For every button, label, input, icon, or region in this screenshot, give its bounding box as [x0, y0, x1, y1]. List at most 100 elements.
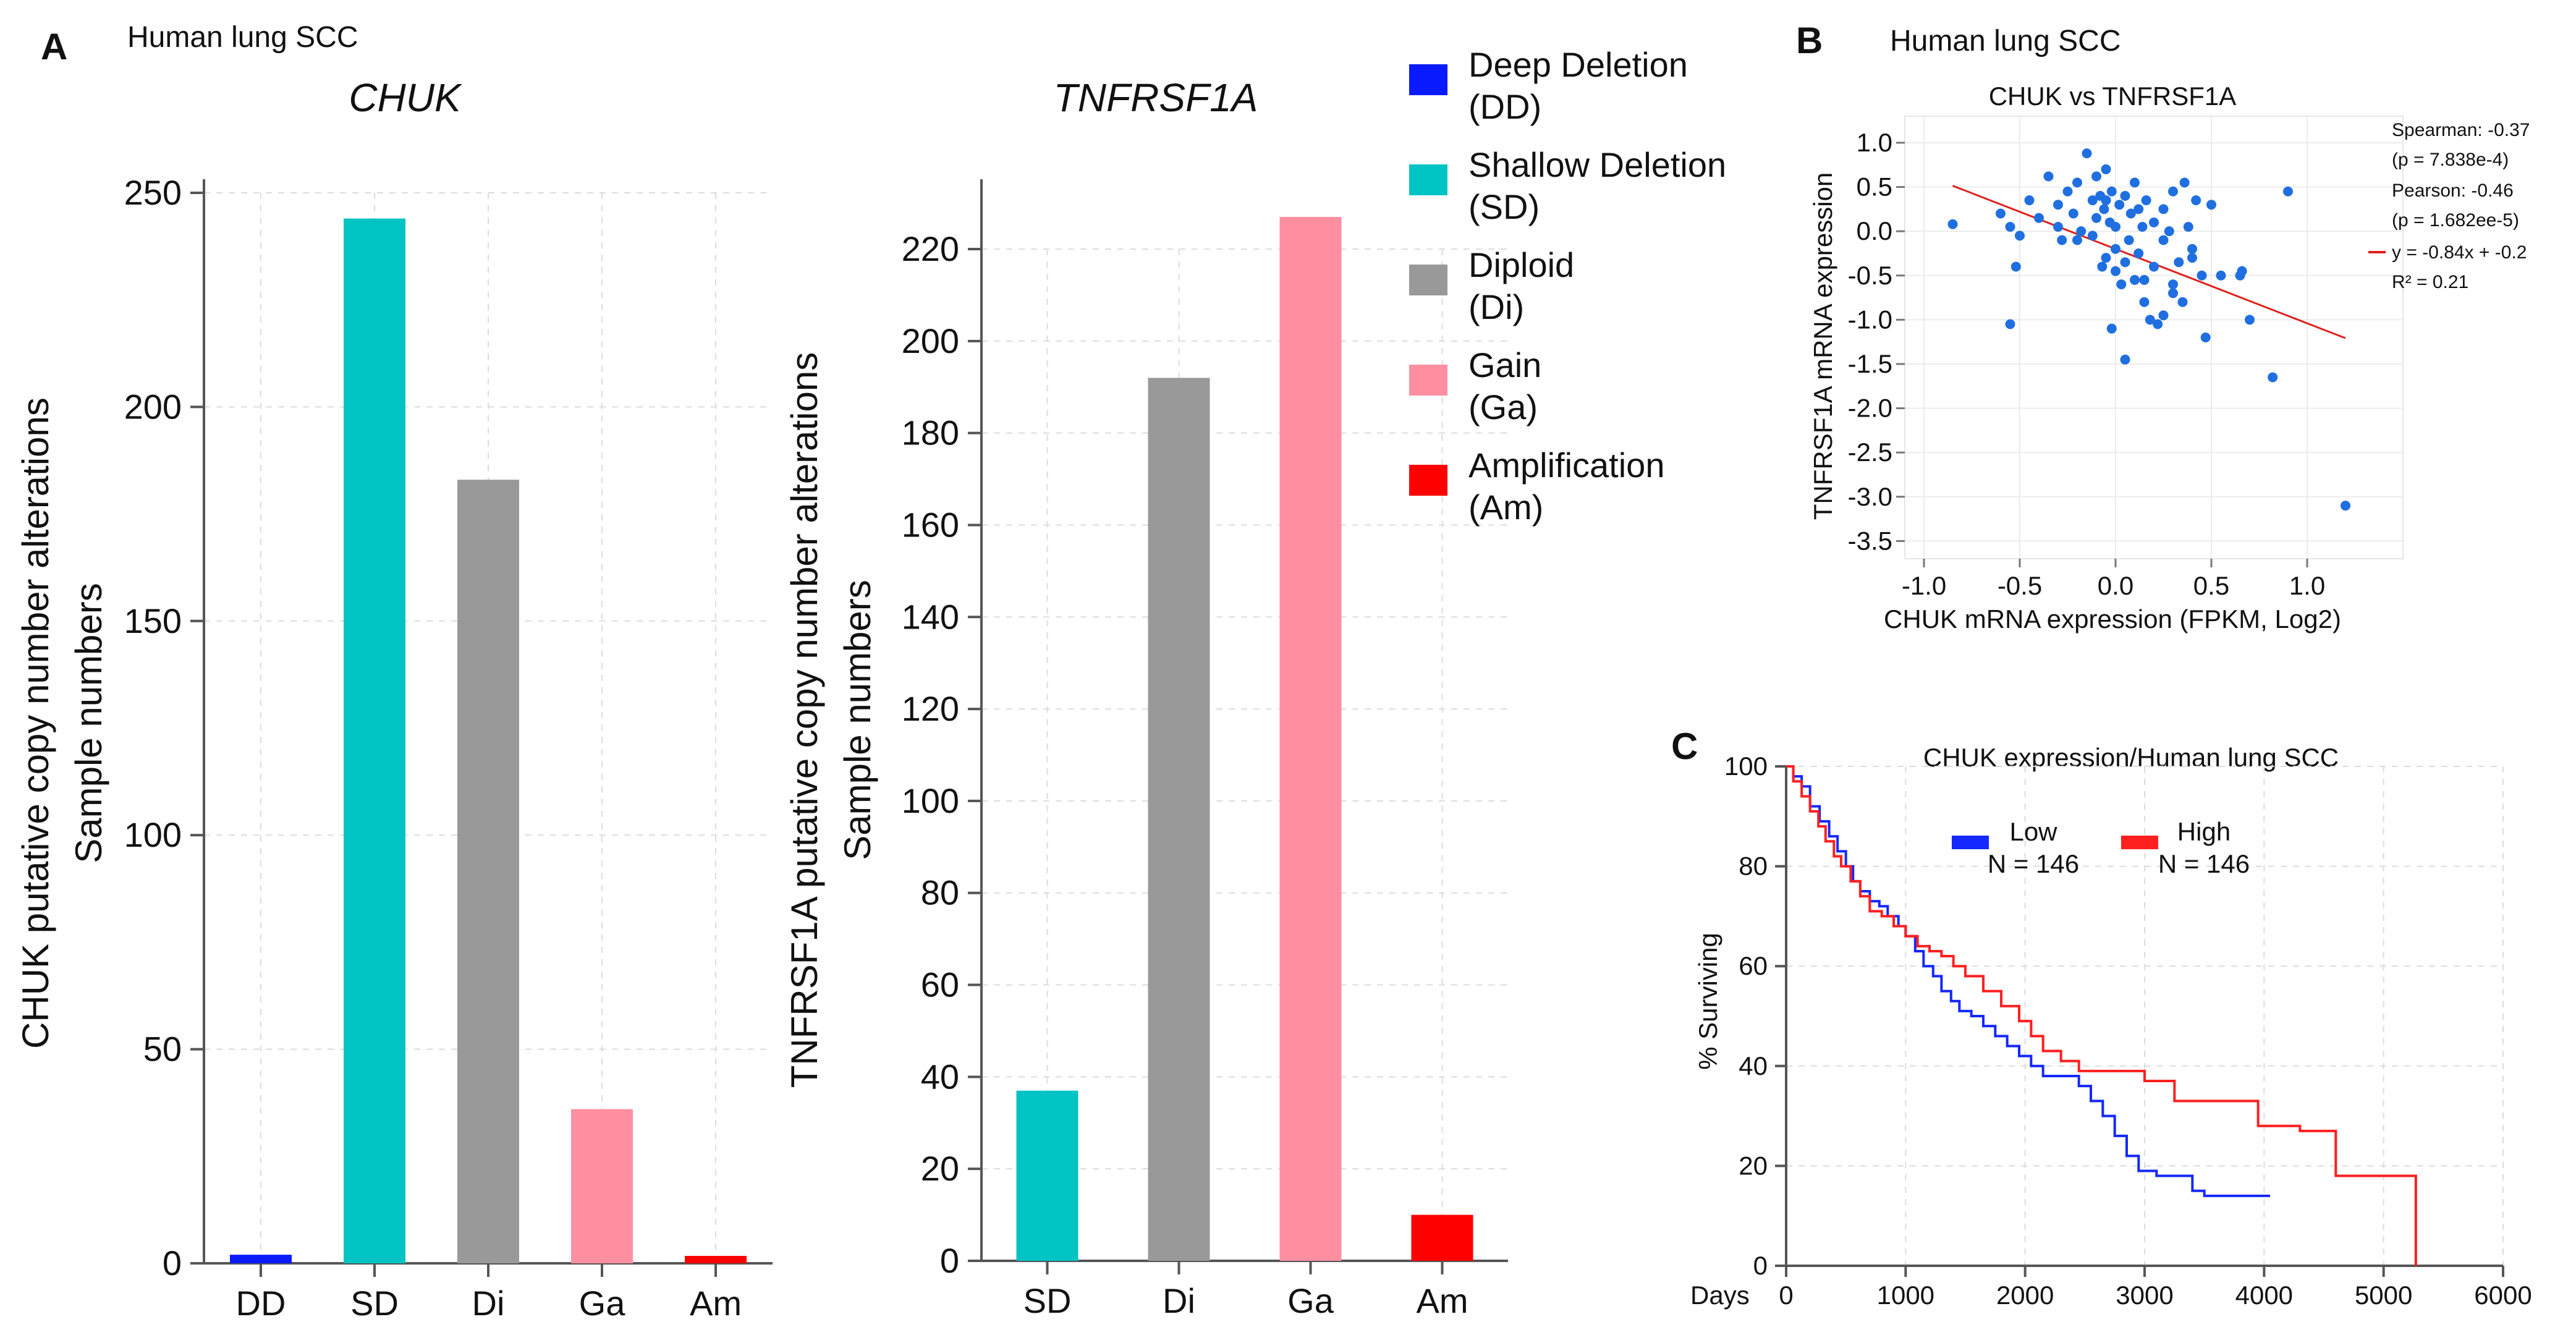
scatter-point [2101, 253, 2111, 263]
chuk-bar-am [685, 1256, 747, 1263]
scatter-point [2091, 171, 2101, 182]
pearson-value: Pearson: -0.46 [2392, 180, 2514, 201]
scatter-point [2120, 354, 2130, 365]
scatter-point [2106, 323, 2117, 334]
legend-swatch-1 [1409, 164, 1447, 195]
chuk-bar-ga [571, 1109, 633, 1263]
panel-c-letter: C [1671, 726, 1698, 767]
legend-label-1: Shallow Deletion [1468, 145, 1726, 184]
legend-code-0: (DD) [1468, 87, 1541, 126]
scatter-point [2076, 226, 2087, 237]
r-squared: R² = 0.21 [2392, 272, 2468, 292]
tnf-xtick-label: Am [1417, 1281, 1468, 1320]
scatter-point [1947, 219, 1958, 229]
scatter-point [2101, 164, 2111, 174]
scatter-point [2158, 235, 2169, 245]
tnf-xtick-label: Di [1163, 1281, 1195, 1320]
chuk-ytick-label: 250 [124, 173, 182, 212]
scatter-point [2111, 266, 2121, 276]
chuk-y-ticks: 0 50 100 150 200 250 [124, 173, 204, 1282]
km-legend: Low N = 146 High N = 146 [1952, 817, 2250, 878]
km-legend-high-swatch [2121, 836, 2158, 849]
chuk-chart-title: CHUK [349, 75, 463, 120]
scatter-point [2087, 231, 2098, 241]
chuk-bar-chart: CHUK 0 50 100 150 200 250 DD SD Di Ga Am CHUK put… [15, 75, 773, 1323]
scatter-point [2072, 235, 2082, 245]
scatter-point [2283, 186, 2293, 197]
tnf-bar-di [1148, 378, 1210, 1261]
chuk-xtick-label: DD [236, 1284, 286, 1323]
scatter-ytick-label: -3.5 [1848, 526, 1892, 555]
scatter-point [2174, 257, 2184, 268]
scatter-point [2168, 279, 2178, 290]
km-xtick-label: 0 [1779, 1281, 1793, 1310]
km-curve-high [1786, 765, 2417, 1266]
tnf-ytick-label: 200 [902, 321, 959, 360]
scatter-point [2133, 248, 2144, 258]
km-legend-high-label: High [2177, 817, 2231, 846]
km-curve-low [1786, 765, 2270, 1197]
panel-a-letter: A [41, 26, 67, 67]
chuk-xtick-label: Di [472, 1284, 505, 1323]
scatter-point [2268, 372, 2278, 383]
chuk-bar-sd [344, 218, 405, 1263]
copy-number-legend: Deep Deletion(DD) Shallow Deletion(SD) Dip… [1409, 45, 1726, 527]
scatter-point [2206, 200, 2216, 210]
km-legend-low-label: Low [2009, 817, 2057, 846]
km-xtick-label: 1000 [1877, 1281, 1934, 1310]
scatter-xtick-label: 1.0 [2289, 571, 2325, 600]
km-ytick-label: 80 [1739, 852, 1768, 881]
spearman-value: Spearman: -0.37 [2392, 120, 2530, 140]
scatter-point [2043, 171, 2054, 182]
legend-swatch-0 [1409, 64, 1447, 95]
scatter-point [2111, 222, 2121, 232]
chuk-y-axis-title-line1: CHUK putative copy number alterations [15, 397, 56, 1049]
legend-label-3: Gain [1468, 345, 1541, 384]
legend-code-1: (SD) [1468, 187, 1540, 226]
scatter-point [2130, 177, 2140, 188]
legend-label-4: Amplification [1468, 446, 1664, 485]
km-x-axis-title: Days [1690, 1281, 1750, 1310]
scatter-points [1947, 148, 2350, 511]
scatter-point [2341, 501, 2350, 511]
km-ytick-label: 60 [1739, 951, 1768, 980]
scatter-point [2137, 222, 2148, 232]
scatter-ytick-label: 0.5 [1857, 172, 1892, 201]
panel-b-letter: B [1796, 20, 1823, 61]
tnfrsf1a-x-ticks: SD Di Ga Am [1023, 1261, 1468, 1320]
scatter-point [2125, 208, 2136, 219]
scatter-point [2168, 186, 2178, 197]
tnf-ytick-label: 120 [902, 689, 959, 728]
scatter-point [2005, 319, 2015, 329]
legend-swatch-4 [1409, 465, 1447, 496]
km-ticks: 0 1000 2000 3000 4000 5000 6000 0 20 40 60 80 100 [1724, 752, 2532, 1310]
scatter-xtick-label: 0.5 [2193, 571, 2229, 600]
scatter-ytick-label: -0.5 [1848, 261, 1892, 290]
tnf-ytick-label: 160 [902, 505, 959, 544]
chuk-bar-dd [230, 1255, 292, 1263]
scatter-point [2057, 235, 2067, 245]
tnf-ytick-label: 220 [902, 229, 959, 268]
scatter-point [2145, 315, 2155, 325]
chuk-bar-di [457, 480, 519, 1263]
legend-swatch-3 [1409, 365, 1447, 396]
scatter-point [2187, 253, 2197, 263]
scatter-frame [1904, 116, 2404, 559]
spearman-p: (p = 7.838e-4) [2392, 150, 2509, 170]
scatter-point [2120, 190, 2130, 201]
scatter-point [2068, 208, 2078, 219]
tnfrsf1a-y-axis-title-line1: TNFRSF1A putative copy number alteration… [784, 352, 825, 1088]
pearson-p: (p = 1.682ee-5) [2392, 210, 2519, 231]
tnf-ytick-label: 20 [921, 1149, 959, 1188]
scatter-point [2197, 270, 2207, 281]
scatter-stats: Spearman: -0.37 (p = 7.838e-4) Pearson: … [2368, 120, 2530, 292]
scatter-point [2062, 186, 2073, 197]
tnfrsf1a-y-ticks: 0 20 40 60 80 100 120 140 160 180 200 220 [902, 229, 981, 1280]
scatter-point [2237, 266, 2247, 276]
scatter-point [2130, 274, 2140, 285]
scatter-point [2116, 279, 2127, 290]
scatter-point [2216, 270, 2226, 281]
scatter-point [2177, 297, 2188, 307]
tnf-bar-sd [1016, 1090, 1078, 1261]
scatter-point [2153, 319, 2163, 329]
